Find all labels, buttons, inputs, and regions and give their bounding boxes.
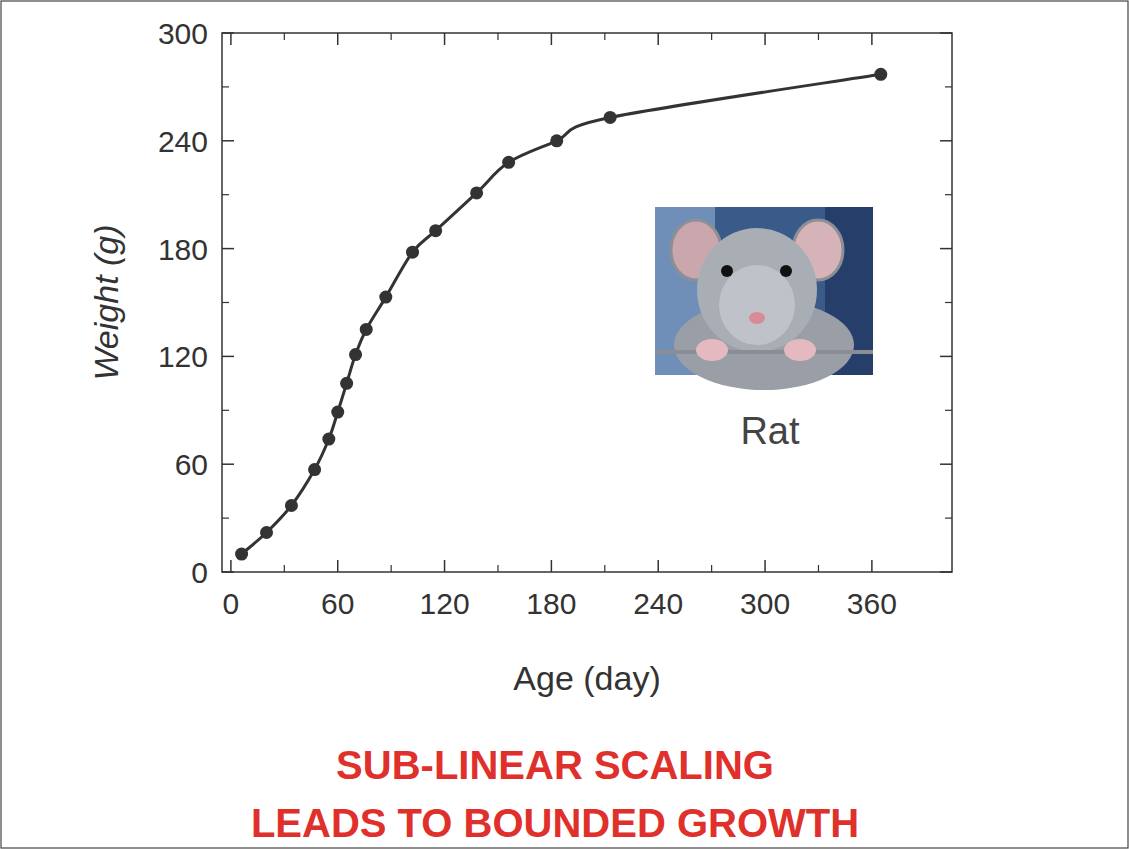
x-tick <box>871 560 873 572</box>
x-axis-title: Age (day) <box>513 659 660 697</box>
rat-head <box>697 228 817 352</box>
x-tick-label: 360 <box>847 587 897 620</box>
y-tick <box>222 32 234 34</box>
x-tick-top <box>337 33 339 45</box>
y-tick-label: 120 <box>158 340 208 373</box>
y-tick-label: 180 <box>158 233 208 266</box>
x-tick <box>764 560 766 572</box>
rat-muzzle <box>719 265 795 345</box>
x-tick-label: 240 <box>633 587 683 620</box>
y-minor-tick <box>222 302 229 303</box>
x-tick-label: 120 <box>420 587 470 620</box>
data-point <box>322 433 335 446</box>
y-tick <box>222 248 234 250</box>
y-minor-tick <box>945 86 952 87</box>
data-point <box>285 499 298 512</box>
y-tick-right <box>940 32 952 34</box>
x-minor-tick <box>604 33 605 40</box>
y-tick-label: 240 <box>158 125 208 158</box>
x-minor-tick <box>711 565 712 572</box>
data-point <box>340 377 353 390</box>
x-minor-tick <box>604 565 605 572</box>
x-tick <box>444 560 446 572</box>
cage-bar <box>655 350 873 354</box>
data-point <box>260 526 273 539</box>
x-minor-tick <box>391 565 392 572</box>
x-minor-tick <box>818 565 819 572</box>
y-tick-label: 60 <box>175 448 208 481</box>
y-axis-title: Weight (g) <box>87 224 125 380</box>
data-point <box>379 291 392 304</box>
x-tick-label: 300 <box>740 587 790 620</box>
y-tick-right <box>940 463 952 465</box>
y-minor-tick <box>945 194 952 195</box>
y-tick-right <box>940 140 952 142</box>
rat-paw <box>784 339 816 361</box>
x-minor-tick <box>497 565 498 572</box>
y-tick-right <box>940 248 952 250</box>
rat-eye <box>721 265 733 277</box>
x-tick-top <box>764 33 766 45</box>
y-tick <box>222 356 234 358</box>
caption: LEADS TO BOUNDED GROWTH <box>251 801 859 845</box>
x-minor-tick <box>818 33 819 40</box>
data-point <box>235 548 248 561</box>
data-point <box>604 111 617 124</box>
x-tick-top <box>657 33 659 45</box>
data-line <box>242 74 881 554</box>
x-tick-top <box>551 33 553 45</box>
x-minor-tick <box>711 33 712 40</box>
y-tick-right <box>940 356 952 358</box>
y-minor-tick <box>222 86 229 87</box>
data-point <box>429 224 442 237</box>
x-minor-tick <box>284 565 285 572</box>
rat-photo <box>655 207 873 390</box>
caption: SUB-LINEAR SCALING <box>336 743 774 787</box>
data-point <box>470 186 483 199</box>
page-border <box>1 1 1128 848</box>
x-minor-tick <box>391 33 392 40</box>
y-minor-tick <box>945 302 952 303</box>
y-tick <box>222 571 234 573</box>
x-tick-label: 180 <box>526 587 576 620</box>
data-point <box>308 463 321 476</box>
x-tick-top <box>871 33 873 45</box>
data-point <box>874 68 887 81</box>
x-tick <box>230 560 232 572</box>
y-tick <box>222 140 234 142</box>
y-minor-tick <box>222 517 229 518</box>
y-tick <box>222 463 234 465</box>
x-tick-top <box>444 33 446 45</box>
data-point <box>550 134 563 147</box>
data-point <box>331 406 344 419</box>
annotation: Rat <box>740 410 800 452</box>
rat-eye <box>780 265 792 277</box>
x-minor-tick <box>284 33 285 40</box>
x-tick-label: 60 <box>321 587 354 620</box>
x-tick <box>337 560 339 572</box>
x-minor-tick <box>497 33 498 40</box>
y-tick-label: 0 <box>191 556 208 589</box>
rat-paw <box>696 339 728 361</box>
y-minor-tick <box>222 410 229 411</box>
x-tick <box>657 560 659 572</box>
x-tick <box>551 560 553 572</box>
rat-nose <box>749 312 765 324</box>
y-minor-tick <box>945 517 952 518</box>
data-point <box>406 246 419 259</box>
x-tick-label: 0 <box>223 587 240 620</box>
data-point <box>502 156 515 169</box>
data-point <box>360 323 373 336</box>
y-minor-tick <box>945 410 952 411</box>
plot-frame <box>222 33 952 572</box>
chart-root: 0 60 120 180 240 300 0 60 120 180 240 300 360 Age (da… <box>0 0 1129 849</box>
y-minor-tick <box>222 194 229 195</box>
y-tick-right <box>940 571 952 573</box>
data-point <box>349 348 362 361</box>
data-group <box>235 68 887 561</box>
x-tick-top <box>230 33 232 45</box>
y-tick-label: 300 <box>158 17 208 50</box>
